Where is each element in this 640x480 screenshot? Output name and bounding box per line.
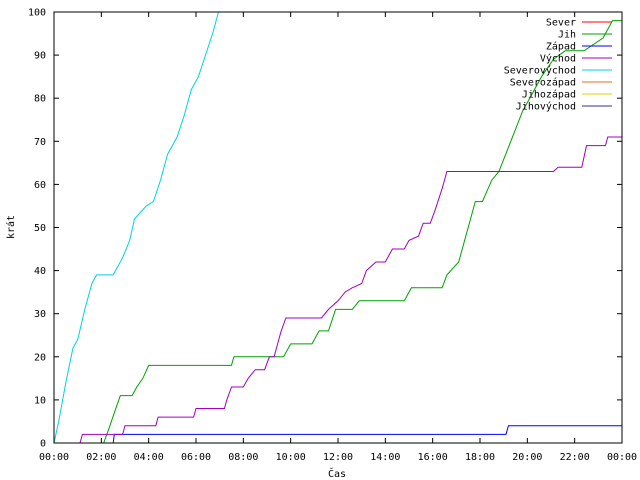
legend-label: Sever (546, 18, 576, 29)
x-tick-label: 00:00 (39, 452, 69, 463)
y-tick-label: 60 (34, 180, 46, 191)
x-tick-label: 18:00 (465, 452, 495, 463)
legend: SeverJihZápadVýchodSeverovýchodSeverozáp… (504, 18, 612, 113)
series-line (54, 20, 622, 444)
x-tick-label: 16:00 (418, 452, 448, 463)
legend-label: Jih (558, 30, 576, 41)
legend-label: Východ (540, 53, 576, 65)
x-tick-label: 04:00 (134, 452, 164, 463)
legend-label: Jihovýchod (516, 101, 576, 113)
x-tick-label: 00:00 (607, 452, 637, 463)
legend-label: Severovýchod (504, 65, 576, 77)
x-tick-label: 14:00 (370, 452, 400, 463)
legend-label: Západ (546, 41, 576, 53)
y-tick-label: 30 (34, 309, 46, 320)
legend-label: Severozápad (510, 77, 576, 89)
series-line (54, 136, 622, 444)
x-axis-label: Čas (328, 467, 346, 480)
y-tick-label: 70 (34, 137, 46, 148)
x-tick-label: 22:00 (560, 452, 590, 463)
y-tick-label: 90 (34, 51, 46, 62)
x-tick-label: 12:00 (323, 452, 353, 463)
x-tick-label: 02:00 (86, 452, 116, 463)
legend-label: Jihozápad (522, 89, 576, 101)
y-axis-ticks: 0 10 20 30 40 50 60 70 80 90 100 (28, 8, 622, 450)
x-tick-label: 20:00 (512, 452, 542, 463)
series-line (53, 11, 219, 444)
y-axis-label: krát (5, 215, 17, 239)
x-tick-label: 06:00 (181, 452, 211, 463)
y-tick-label: 0 (40, 439, 46, 450)
y-tick-label: 40 (34, 266, 46, 277)
y-tick-label: 10 (34, 395, 46, 406)
x-tick-label: 08:00 (228, 452, 258, 463)
y-tick-label: 20 (34, 352, 46, 363)
y-tick-label: 100 (28, 8, 46, 19)
x-tick-label: 10:00 (276, 452, 306, 463)
y-tick-label: 50 (34, 223, 46, 234)
y-tick-label: 80 (34, 94, 46, 105)
x-axis-ticks: 00:00 02:00 04:00 06:00 08:00 10:00 12:00 14:00… (39, 12, 637, 463)
